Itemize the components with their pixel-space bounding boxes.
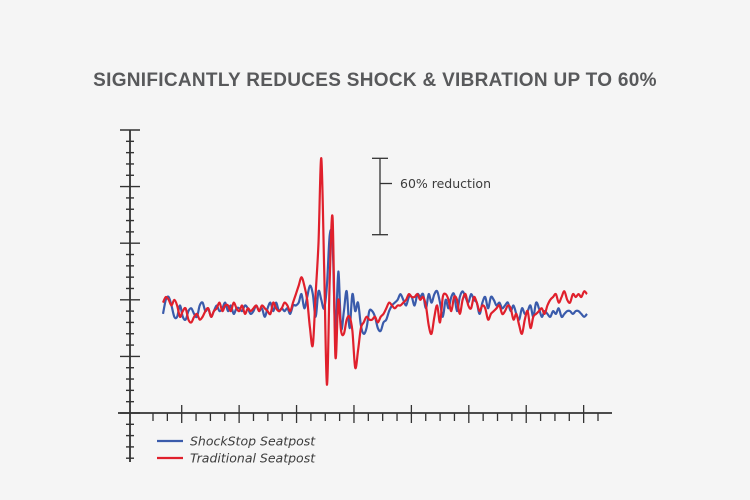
chart-title: SIGNIFICANTLY REDUCES SHOCK & VIBRATION … (93, 70, 657, 91)
axes (118, 129, 612, 462)
annotation: 60% reduction (372, 157, 491, 236)
legend-label: Traditional Seatpost (190, 451, 316, 466)
series-layer (161, 157, 588, 386)
legend: ShockStop Seatpost Traditional Seatpost (157, 434, 316, 466)
annotation-label: 60% reduction (400, 176, 491, 191)
legend-label: ShockStop Seatpost (190, 434, 316, 449)
series-line-traditional (162, 157, 588, 386)
